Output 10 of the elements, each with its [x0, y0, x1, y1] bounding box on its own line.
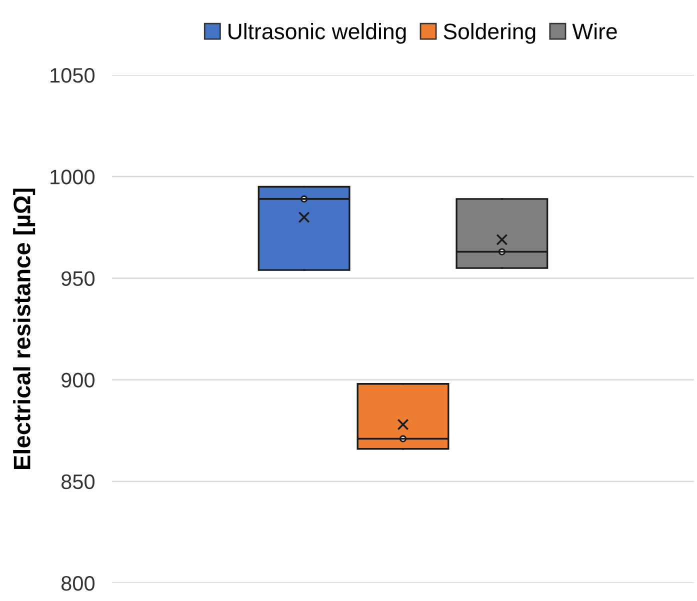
y-tick-label: 1000: [50, 170, 95, 184]
y-tick-label: 800: [61, 576, 95, 591]
y-tick-label: 850: [61, 474, 95, 490]
y-tick-label: 900: [62, 372, 95, 388]
y-tick-label: 950: [62, 271, 95, 286]
legend-label: Wire: [572, 23, 617, 40]
legend-label: Soldering: [444, 23, 536, 44]
y-tick-label: 1050: [50, 68, 95, 83]
legend-label: Ultrasonic welding: [228, 23, 406, 44]
y-axis-title: Electrical resistance [µΩ]: [13, 188, 36, 470]
